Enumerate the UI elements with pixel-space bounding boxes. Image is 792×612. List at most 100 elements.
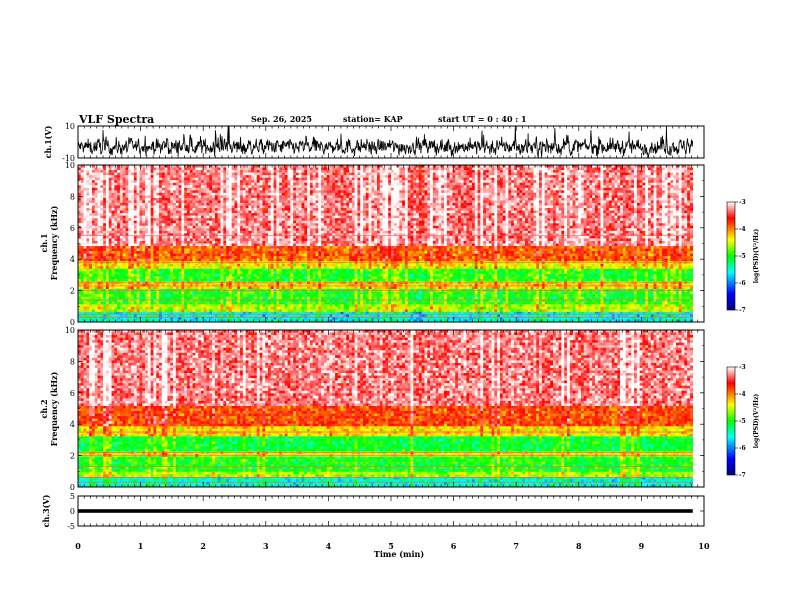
spectrogram-cell (153, 228, 156, 231)
spectrogram-cell (128, 264, 131, 267)
spectrogram-cell (103, 206, 106, 209)
spectrogram-cell (156, 190, 159, 193)
spectrogram-cell (123, 236, 126, 239)
spectrogram-cell (156, 198, 159, 201)
spectrogram-cell (142, 254, 145, 257)
spectrogram-cell (106, 254, 109, 257)
spectrogram-cell (100, 264, 103, 267)
spectrogram-cell (139, 294, 142, 297)
spectrogram-cell (117, 271, 120, 274)
spectrogram-cell (142, 292, 145, 295)
spectrogram-cell (151, 173, 154, 176)
spectrogram-cell (89, 213, 92, 216)
spectrogram-cell (131, 218, 134, 221)
spectrogram-cell (139, 175, 142, 178)
spectrogram-cell (156, 259, 159, 262)
spectrogram-cell (128, 304, 131, 307)
spectrogram-cell (109, 185, 112, 188)
spectrogram-cell (103, 188, 106, 191)
spectrogram-cell (156, 206, 159, 209)
spectrogram-cell (86, 190, 89, 193)
spectrogram-cell (114, 173, 117, 176)
spectrogram-cell (128, 223, 131, 226)
spectrogram-cell (120, 309, 123, 312)
spectrogram-cell (112, 208, 115, 211)
spectrogram-cell (112, 203, 115, 206)
spectrogram-cell (159, 271, 162, 274)
spectrogram-cell (142, 297, 145, 300)
spectrogram-cell (123, 213, 126, 216)
spectrogram-cell (126, 259, 129, 262)
spectrogram-cell (120, 175, 123, 178)
spectrogram-cell (123, 168, 126, 171)
spectrogram-cell (131, 198, 134, 201)
spectrogram-cell (142, 251, 145, 254)
spectrogram-cell (153, 256, 156, 259)
spectrogram-cell (145, 251, 148, 254)
spectrogram-cell (117, 297, 120, 300)
spectrogram-cell (153, 206, 156, 209)
spectrogram-cell (84, 249, 87, 252)
spectrogram-cell (151, 254, 154, 257)
spectrogram-cell (81, 304, 84, 307)
spectrogram-cell (106, 274, 109, 277)
spectrogram-cell (151, 292, 154, 295)
spectrogram-cell (134, 309, 137, 312)
spectrogram-cell (98, 195, 101, 198)
spectrogram-cell (89, 244, 92, 247)
spectrogram-cell (153, 307, 156, 310)
spectrogram-cell (117, 264, 120, 267)
spectrogram-cell (89, 198, 92, 201)
spectrogram-cell (159, 168, 162, 171)
spectrogram-cell (137, 188, 140, 191)
spectrogram-cell (151, 307, 154, 310)
spectrogram-cell (114, 266, 117, 269)
spectrogram-cell (98, 190, 101, 193)
spectrogram-cell (134, 314, 137, 317)
spectrogram-cell (139, 228, 142, 231)
spectrogram-cell (153, 274, 156, 277)
spectrogram-cell (120, 259, 123, 262)
spectrogram-cell (156, 251, 159, 254)
spectrogram-cell (134, 249, 137, 252)
spectrogram-cell (81, 178, 84, 181)
spectrogram-cell (137, 175, 140, 178)
spectrogram-cell (126, 188, 129, 191)
spectrogram-cell (86, 213, 89, 216)
spectrogram-cell (139, 213, 142, 216)
start-time-label: start UT = 0 : 40 : 1 (438, 114, 527, 124)
spectrogram-cell (123, 269, 126, 272)
spectrogram-cell (142, 309, 145, 312)
spectrogram-cell (137, 279, 140, 282)
spectrogram-cell (142, 193, 145, 196)
spectrogram-cell (89, 292, 92, 295)
spectrogram-cell (89, 168, 92, 171)
spectrogram-cell (112, 304, 115, 307)
spectrogram-cell (89, 218, 92, 221)
spectrogram-cell (114, 264, 117, 267)
spectrogram-cell (95, 279, 98, 282)
spectrogram-cell (126, 287, 129, 290)
spectrogram-cell (98, 203, 101, 206)
spectrogram-cell (142, 218, 145, 221)
spectrogram-cell (120, 241, 123, 244)
spectrogram-cell (103, 284, 106, 287)
spectrogram-cell (114, 175, 117, 178)
spectrogram-cell (148, 175, 151, 178)
spectrogram-cell (142, 190, 145, 193)
spectrogram-cell (139, 178, 142, 181)
spectrogram-cell (145, 259, 148, 262)
spectrogram-cell (153, 276, 156, 279)
spectrogram-cell (106, 309, 109, 312)
spectrogram-cell (128, 292, 131, 295)
spectrogram-cell (81, 241, 84, 244)
spectrogram-cell (103, 223, 106, 226)
spectrogram-cell (117, 249, 120, 252)
spectrogram-cell (128, 213, 131, 216)
spectrogram-cell (131, 206, 134, 209)
spectrogram-cell (134, 238, 137, 241)
spectrogram-cell (123, 175, 126, 178)
spectrogram-cell (151, 266, 154, 269)
spectrogram-cell (153, 266, 156, 269)
spectrogram-cell (106, 228, 109, 231)
